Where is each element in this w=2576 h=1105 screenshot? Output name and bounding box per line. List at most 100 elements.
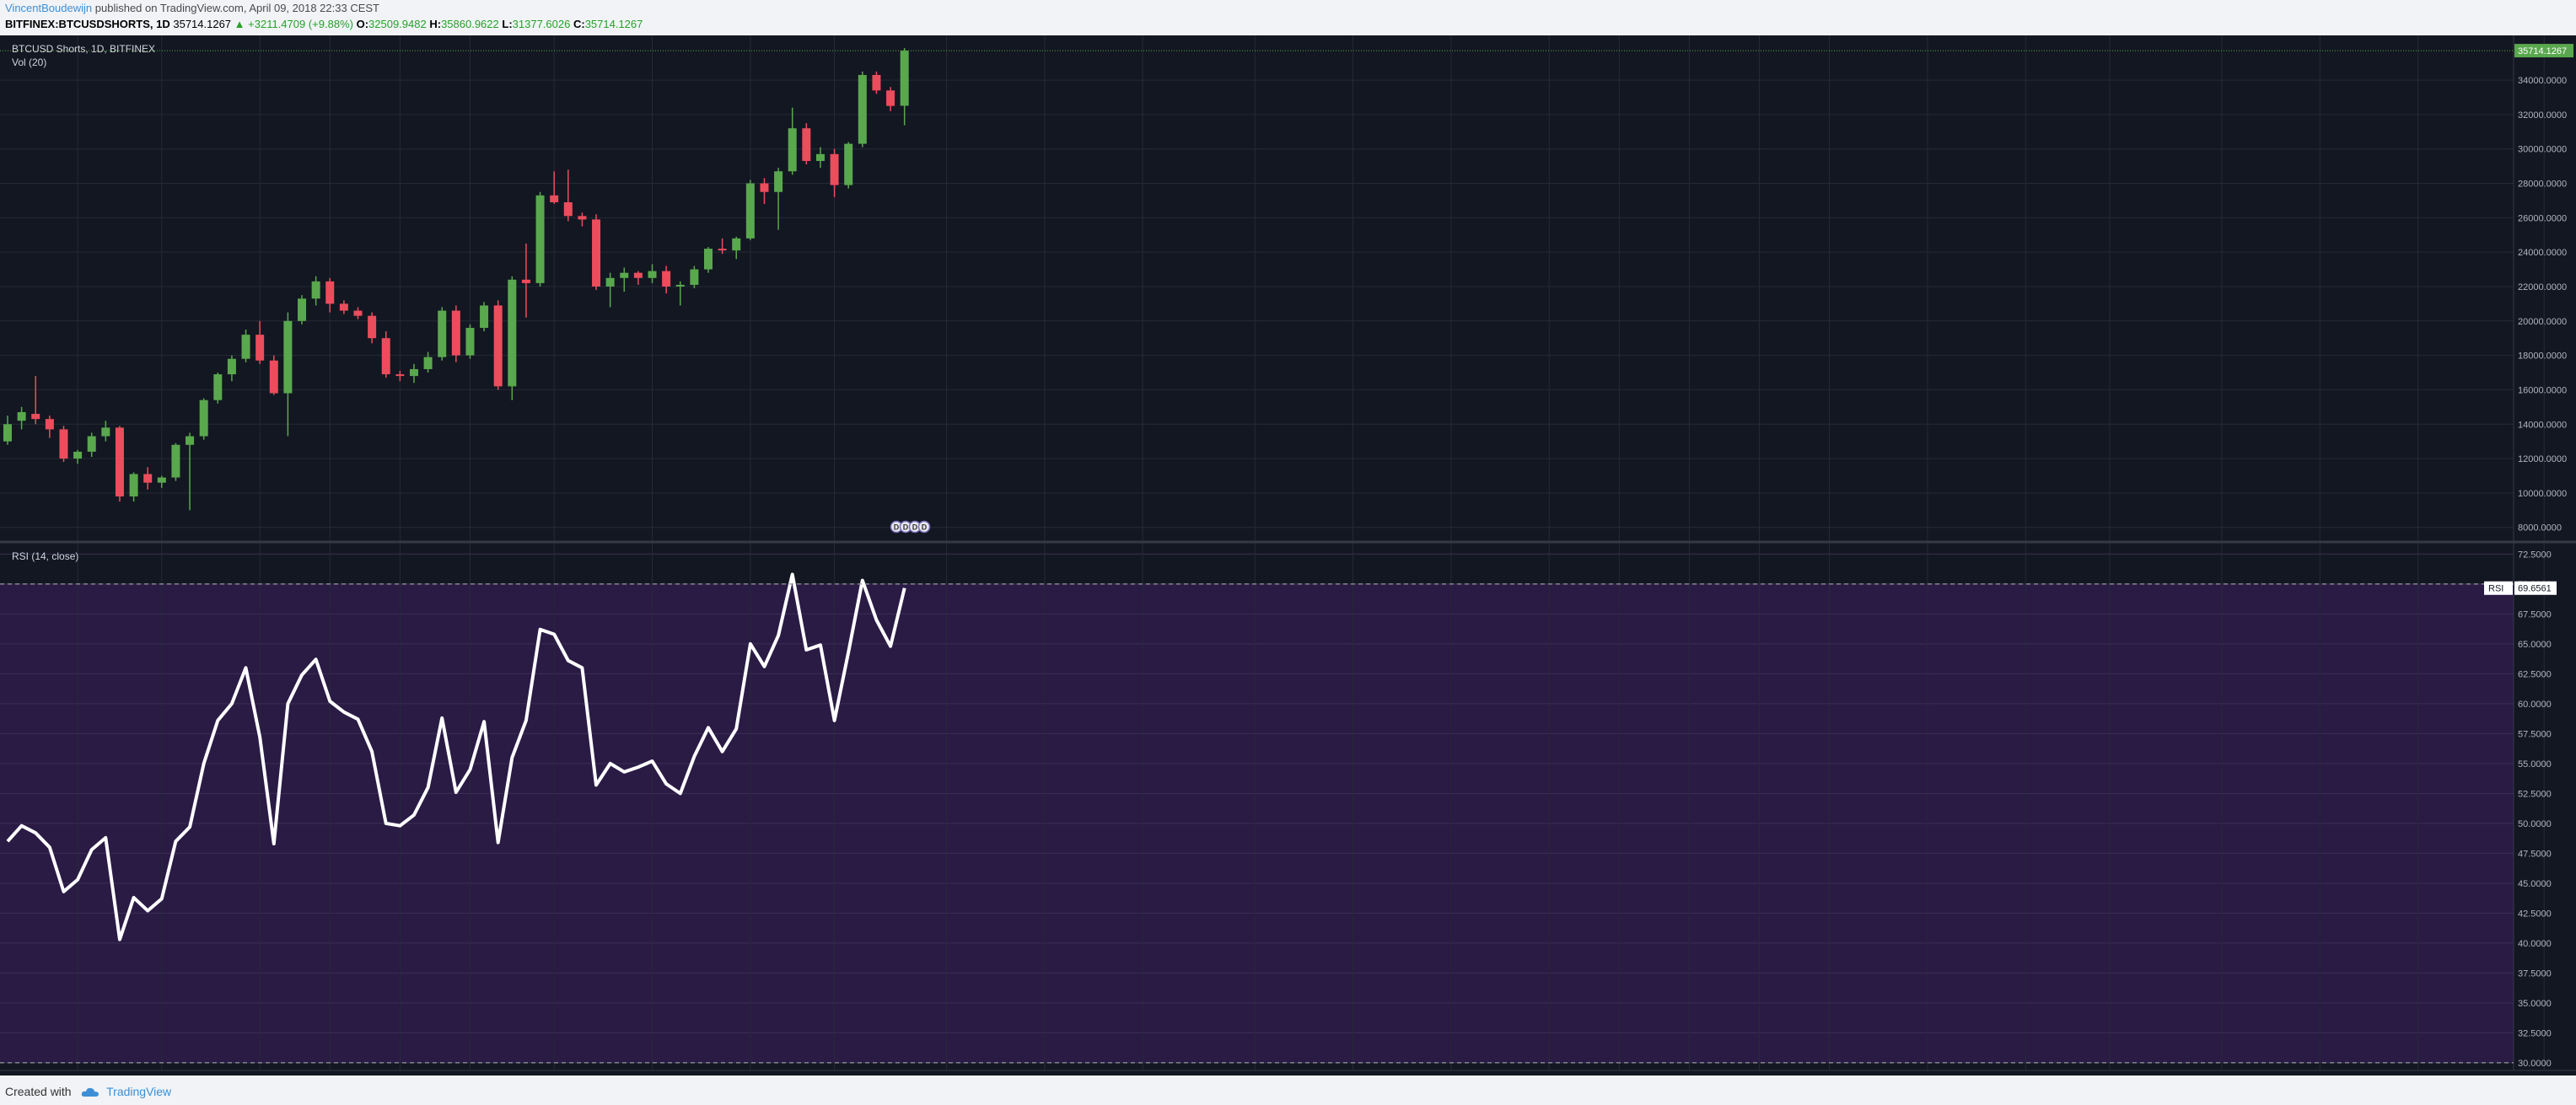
event-marker-letter: D: [894, 523, 900, 532]
event-marker-icon[interactable]: [917, 520, 931, 534]
event-marker-letter: D: [922, 523, 928, 532]
rsi-tick-label: 32.5000: [2518, 1028, 2552, 1038]
candle-body: [298, 298, 307, 321]
candle-body: [745, 183, 755, 239]
rsi-last-prefix: RSI: [2488, 584, 2503, 594]
price-tick-label: 14000.0000: [2518, 420, 2567, 430]
candle-body: [521, 279, 530, 283]
candle-body: [535, 195, 545, 283]
candle-body: [872, 74, 881, 91]
rsi-last-label-bg: [2514, 581, 2557, 595]
candle-body: [578, 216, 587, 220]
chart-grid: [0, 35, 2545, 1070]
candle-body: [171, 444, 180, 478]
candle-body: [213, 374, 223, 400]
candle-body: [465, 327, 475, 356]
price-tick-label: 28000.0000: [2518, 180, 2567, 190]
rsi-tick-label: 67.5000: [2518, 609, 2552, 620]
candle-body: [438, 310, 447, 357]
close-value: 35714.1267: [584, 18, 643, 30]
rsi-axis: 30.0000 32.5000 35.0000 37.5000 40.0000 42.50…: [2518, 550, 2552, 1069]
candle-body: [605, 277, 615, 287]
candle-body: [423, 357, 433, 369]
rsi-last-label: 69.6561: [2518, 584, 2552, 594]
candle-body: [690, 269, 699, 285]
price-tick-label: 32000.0000: [2518, 110, 2567, 121]
candle-body: [31, 414, 40, 420]
published-text: published on TradingView.com, April 09, …: [94, 2, 380, 14]
candle-body: [45, 419, 54, 430]
candle-body: [830, 153, 839, 185]
price-tick-label: 12000.0000: [2518, 454, 2567, 464]
candle-body: [17, 411, 26, 421]
price-tick-label: 26000.0000: [2518, 213, 2567, 223]
rsi-tick-label: 35.0000: [2518, 999, 2552, 1009]
candle-body: [186, 436, 195, 445]
candle-body: [648, 271, 657, 278]
rsi-tick-label: 40.0000: [2518, 939, 2552, 949]
candle-body: [368, 315, 377, 339]
rsi-series-line: [6, 572, 906, 941]
candle-body: [788, 128, 797, 172]
candle-body: [563, 201, 573, 217]
rsi-pane-legend[interactable]: RSI (14, close): [12, 550, 78, 562]
last-price: 35714.1267: [173, 18, 232, 30]
candle-body: [592, 219, 601, 287]
candle-body: [325, 281, 335, 304]
rsi-tick-label: 55.0000: [2518, 759, 2552, 770]
candle-body: [199, 400, 208, 437]
candle-body: [704, 249, 713, 270]
candle-body: [255, 335, 265, 361]
candle-body: [886, 90, 895, 106]
candle-body: [732, 238, 741, 251]
rsi-tick-label: 72.5000: [2518, 550, 2552, 560]
candle-body: [381, 338, 390, 375]
author-link[interactable]: VincentBoudewijn: [5, 2, 93, 14]
created-with: Created with TradingView: [5, 1085, 171, 1098]
price-tick-label: 20000.0000: [2518, 317, 2567, 327]
rsi-tick-label: 65.0000: [2518, 640, 2552, 650]
candle-body: [858, 74, 867, 144]
candle-body: [802, 128, 811, 161]
tradingview-link[interactable]: TradingView: [106, 1085, 172, 1098]
candle-body: [675, 284, 685, 287]
rsi-band-lines: [0, 583, 2514, 1064]
candle-body: [620, 272, 629, 278]
high-value: 35860.9622: [441, 18, 499, 30]
rsi-tick-label: 50.0000: [2518, 819, 2552, 829]
price-pane-legend[interactable]: BTCUSD Shorts, 1D, BITFINEX: [12, 43, 155, 55]
candle-body: [395, 374, 405, 377]
quote-line: BITFINEX:BTCUSDSHORTS, 1D 35714.1267 ▲ +…: [5, 18, 643, 30]
last-price-label: 35714.1267: [2518, 46, 2567, 56]
rsi-tick-label: 57.5000: [2518, 729, 2552, 739]
price-tick-label: 22000.0000: [2518, 282, 2567, 292]
rsi-tick-label: 42.5000: [2518, 909, 2552, 919]
candle-body: [353, 310, 363, 316]
high-label: H:: [429, 18, 442, 30]
event-marker-letter: D: [903, 523, 909, 532]
candle-body: [774, 171, 783, 192]
last-value-labels: 35714.1267 RSI 69.6561: [0, 44, 2573, 595]
price-tick-label: 34000.0000: [2518, 76, 2567, 86]
candle-body: [87, 436, 96, 452]
rsi-tick-label: 30.0000: [2518, 1059, 2552, 1069]
candle-body: [633, 272, 643, 278]
trading-chart[interactable]: 8000.0000 10000.0000 12000.0000 14000.0000 1…: [0, 35, 2576, 1075]
volume-legend[interactable]: Vol (20): [12, 56, 46, 68]
rsi-last-prefix-bg: [2484, 581, 2513, 595]
candle-body: [550, 195, 559, 202]
candle-body: [900, 51, 909, 106]
open-value: 32509.9482: [368, 18, 427, 30]
created-with-label: Created with: [5, 1085, 72, 1098]
publish-header: VincentBoudewijn published on TradingVie…: [0, 0, 2576, 35]
candle-body: [493, 305, 503, 387]
candle-body: [760, 183, 769, 192]
price-tick-label: 8000.0000: [2518, 523, 2562, 534]
close-label: C:: [573, 18, 585, 30]
rsi-tick-label: 60.0000: [2518, 700, 2552, 710]
footer: Created with TradingView: [0, 1075, 2576, 1105]
rsi-tick-label: 45.0000: [2518, 879, 2552, 889]
last-price-label-bg: [2514, 44, 2573, 58]
tradingview-cloud-icon: [82, 1088, 99, 1097]
